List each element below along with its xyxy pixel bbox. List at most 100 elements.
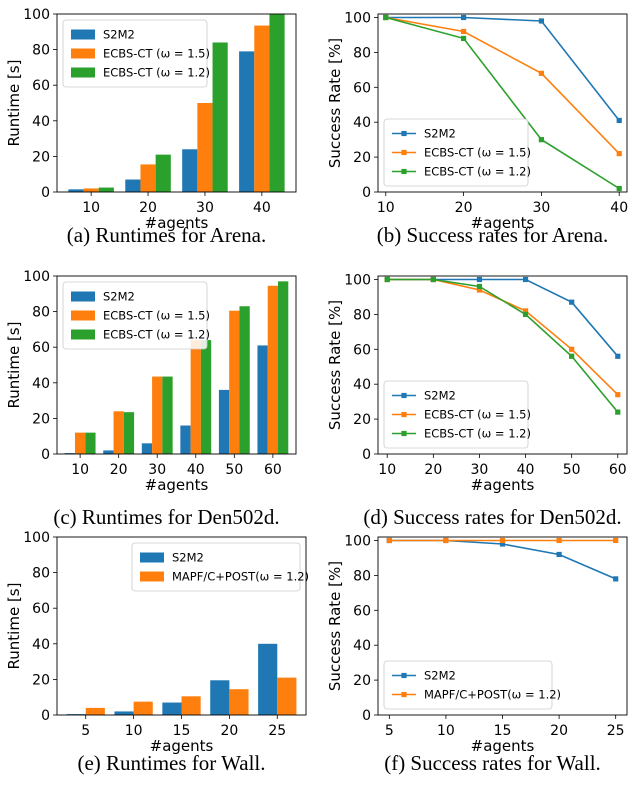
legend-swatch	[71, 310, 95, 321]
bar	[210, 680, 230, 715]
bar	[152, 376, 163, 454]
data-point	[615, 392, 621, 398]
y-tick-label: 80	[353, 307, 371, 323]
bar	[68, 189, 84, 192]
x-axis-label: #agents	[471, 214, 535, 232]
legend-swatch	[71, 67, 95, 78]
legend-swatch	[71, 329, 95, 340]
data-point	[430, 276, 436, 283]
x-tick-label: 30	[196, 200, 214, 216]
panel-caption: (c) Runtimes for Den502d.	[53, 505, 279, 529]
legend-box	[383, 118, 529, 187]
x-tick-label: 15	[494, 723, 512, 739]
x-tick-label: 40	[610, 200, 628, 216]
panel-caption: (b) Success rates for Arena.	[377, 223, 609, 247]
x-tick-label: 30	[148, 462, 166, 478]
data-point	[476, 283, 483, 290]
bar	[85, 432, 96, 454]
x-tick-label: 50	[563, 462, 581, 478]
y-tick-label: 20	[32, 149, 50, 165]
bar	[133, 701, 153, 715]
bar	[181, 696, 201, 715]
y-tick-label: 20	[353, 412, 371, 428]
y-tick-label: 60	[32, 340, 50, 356]
chart-panel-5: 0 20 40 60 80 100 5 10 15 20 25 #agents Runtime [s] S…	[5, 530, 309, 775]
legend-label: S2M2	[172, 551, 204, 565]
x-axis-label: #agents	[150, 737, 214, 755]
x-tick-label: 10	[82, 200, 100, 216]
y-tick-label: 100	[344, 272, 371, 288]
bar	[141, 443, 153, 454]
x-tick-label: 20	[455, 200, 473, 216]
series-line	[385, 16, 620, 121]
x-tick-label: 10	[71, 462, 89, 478]
data-point	[615, 409, 621, 415]
data-point	[460, 14, 467, 21]
data-point	[615, 353, 621, 359]
legend-label: ECBS-CT (ω = 1.2)	[103, 66, 210, 80]
legend-marker	[401, 672, 407, 679]
legend: S2M2 MAPF/C+POST(ω = 1.2)	[131, 542, 309, 592]
y-tick-label: 100	[344, 533, 371, 549]
y-tick-label: 40	[32, 114, 50, 130]
chart-panel-1: 0 20 40 60 80 100 10 20 30 40 #agents Runtime [s] S2…	[5, 7, 297, 247]
data-point	[522, 276, 529, 283]
y-tick-label: 60	[32, 601, 50, 617]
x-tick-label: 20	[220, 723, 238, 739]
data-point	[538, 137, 545, 143]
bar	[197, 103, 213, 192]
legend: S2M2 MAPF/C+POST(ω = 1.2)	[383, 660, 561, 710]
x-tick-label: 60	[264, 462, 282, 478]
data-point	[569, 299, 575, 305]
data-point	[476, 276, 483, 283]
series-line	[387, 278, 619, 396]
y-tick-label: 60	[353, 603, 371, 619]
bar	[254, 25, 270, 192]
bar	[218, 389, 230, 454]
bar	[125, 179, 141, 192]
data-point	[616, 117, 622, 124]
legend-box	[383, 380, 529, 449]
legend-marker	[401, 411, 407, 418]
y-tick-label: 0	[362, 185, 371, 201]
y-tick-label: 80	[32, 305, 50, 321]
x-tick-label: 40	[517, 462, 535, 478]
bar	[123, 412, 135, 454]
bar	[182, 149, 198, 192]
legend-box	[62, 19, 208, 88]
panel-caption: (f) Success rates for Wall.	[384, 751, 601, 775]
plot-frame	[377, 13, 628, 193]
chart-panel-6: 0 20 40 60 80 100 5 10 15 20 25 #agents Success Rate…	[326, 533, 628, 775]
plot-frame	[56, 13, 297, 193]
bar	[257, 345, 268, 454]
y-tick-label: 40	[353, 377, 371, 393]
bar	[103, 450, 114, 454]
legend-marker	[401, 168, 407, 175]
x-tick-label: 5	[385, 723, 394, 739]
data-point	[499, 537, 506, 544]
legend-box	[131, 542, 301, 592]
legend-label: S2M2	[424, 669, 456, 683]
data-point	[383, 14, 389, 21]
y-tick-label: 40	[353, 638, 371, 654]
legend-label: S2M2	[424, 127, 456, 141]
data-point	[569, 346, 575, 352]
y-tick-label: 0	[362, 708, 371, 724]
legend-label: MAPF/C+POST(ω = 1.2)	[424, 688, 561, 702]
legend-swatch	[140, 552, 164, 563]
legend-label: S2M2	[103, 290, 135, 304]
data-point	[384, 276, 390, 283]
series-line	[385, 16, 620, 155]
y-axis-label: Runtime [s]	[5, 583, 23, 670]
bar	[113, 411, 124, 454]
y-tick-label: 20	[353, 673, 371, 689]
x-tick-label: 20	[424, 462, 442, 478]
x-tick-label: 60	[609, 462, 627, 478]
y-tick-label: 40	[32, 637, 50, 653]
y-axis-label: Runtime [s]	[5, 322, 23, 409]
chart-panel-4: 0 20 40 60 80 100 10 20 30 40 50 60 #agents Success R…	[326, 272, 628, 529]
bar	[212, 42, 228, 193]
legend-label: MAPF/C+POST(ω = 1.2)	[172, 570, 309, 584]
bar	[140, 164, 156, 192]
